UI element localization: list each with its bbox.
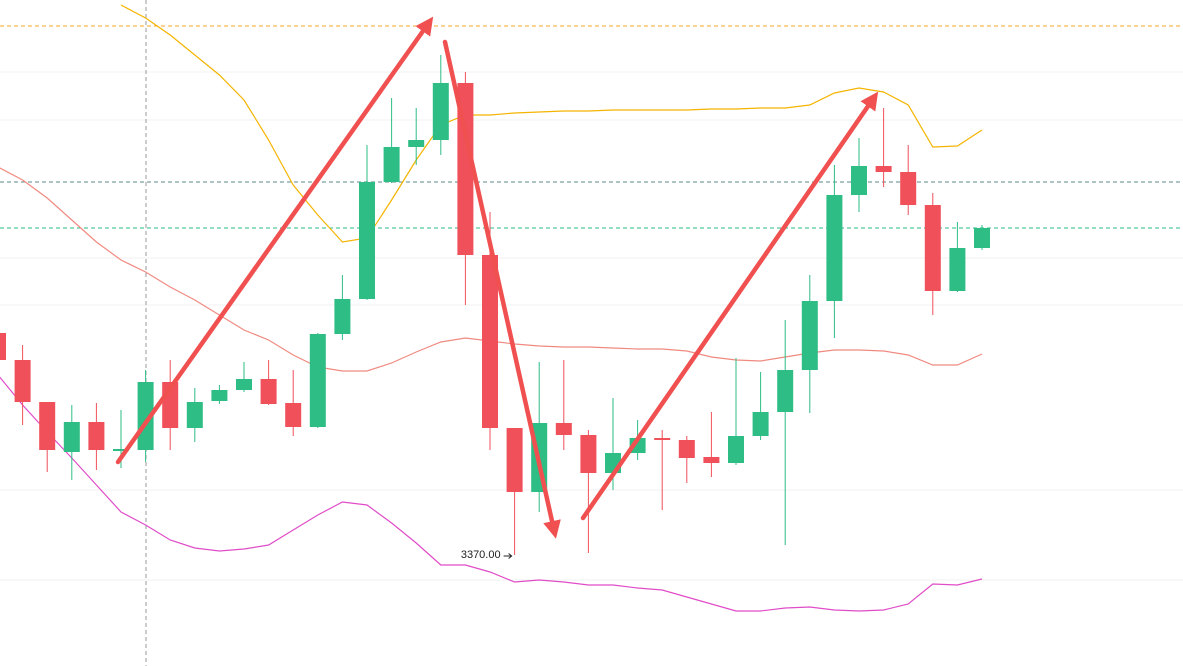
candle-body <box>555 423 572 435</box>
price-label: 3370.00 <box>461 549 501 561</box>
candle-body <box>383 147 400 182</box>
candle-body <box>0 333 6 360</box>
band-line <box>0 376 983 612</box>
trend-arrow <box>580 91 879 521</box>
candle-body <box>580 435 597 473</box>
candle-body <box>285 403 302 427</box>
price-pointer <box>503 553 513 559</box>
plot: 3370.00 <box>0 4 1183 612</box>
trend-arrow <box>442 39 561 539</box>
candle-body <box>974 228 990 248</box>
candle-body <box>752 412 769 436</box>
candle-body <box>924 205 941 291</box>
candle-body <box>211 390 228 401</box>
candle-body <box>801 301 818 370</box>
candle-body <box>260 379 277 404</box>
candle-body <box>826 195 843 301</box>
trend-arrow <box>115 16 434 465</box>
drawings <box>115 16 879 539</box>
candle-body <box>137 382 154 450</box>
candle-body <box>334 299 351 334</box>
candle-body <box>457 83 474 255</box>
candle-body <box>432 83 449 140</box>
candle-body <box>703 457 720 463</box>
candle-body <box>875 166 892 172</box>
candle-body <box>777 370 794 412</box>
candle-body <box>408 140 425 147</box>
candle-body <box>949 248 966 291</box>
candle-body <box>186 402 203 428</box>
candle-body <box>482 255 498 428</box>
candle-body <box>309 334 326 427</box>
candle-body <box>63 422 80 452</box>
candle-body <box>236 379 252 390</box>
candle-body <box>506 428 523 492</box>
background-grid <box>0 71 1183 581</box>
candle-body <box>678 440 695 458</box>
band-line <box>120 4 983 243</box>
candle-body <box>851 166 867 195</box>
candle-body <box>88 422 105 450</box>
candle-body <box>14 360 31 402</box>
candle-body <box>359 182 375 299</box>
candle-body <box>654 438 671 440</box>
candle-body <box>900 172 917 205</box>
candle-body <box>728 436 744 463</box>
candle-body <box>113 449 129 451</box>
candle-body <box>39 402 56 450</box>
